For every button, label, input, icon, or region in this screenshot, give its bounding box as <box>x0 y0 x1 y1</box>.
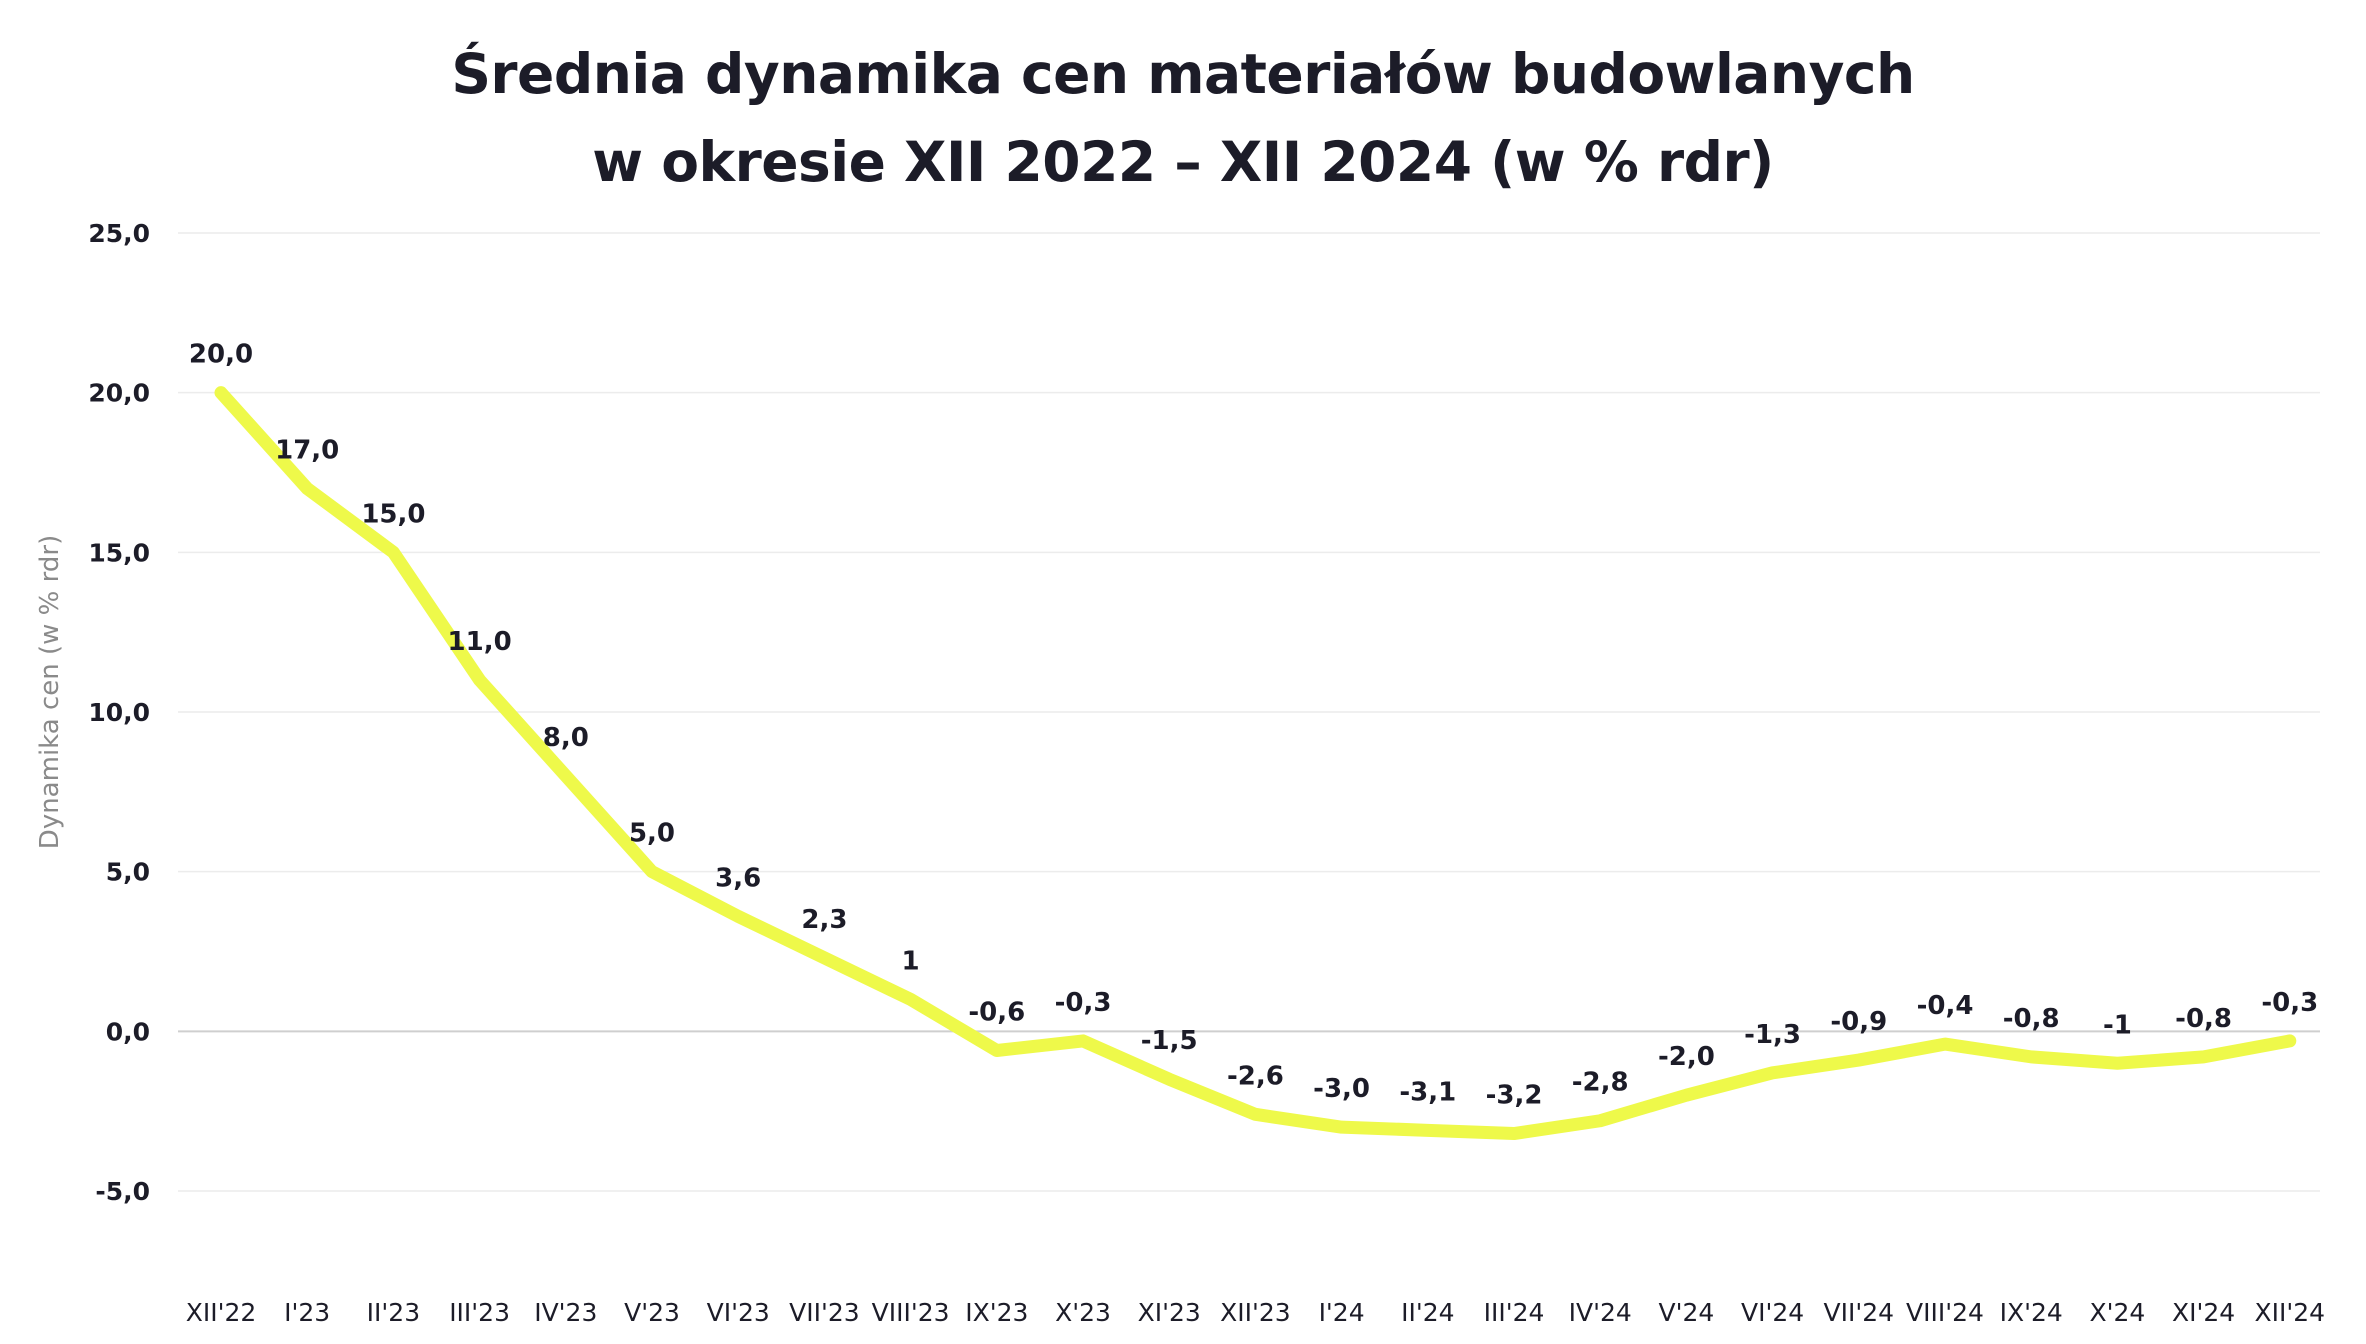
data-label: -0,8 <box>2003 1004 2060 1034</box>
x-tick-label: III'23 <box>449 1298 510 1327</box>
x-tick-label: II'23 <box>367 1298 420 1327</box>
x-tick-label: X'24 <box>2089 1298 2145 1327</box>
x-tick-label: X'23 <box>1055 1298 1111 1327</box>
x-tick-label: IX'23 <box>965 1298 1028 1327</box>
data-label: -0,6 <box>968 997 1025 1027</box>
data-label: -2,8 <box>1572 1068 1629 1098</box>
x-tick-label: VIII'23 <box>872 1298 950 1327</box>
data-label: -0,4 <box>1917 991 1974 1021</box>
x-tick-label: III'24 <box>1484 1298 1545 1327</box>
x-tick-label: VII'23 <box>789 1298 860 1327</box>
y-axis-label: Dynamika cen (w % rdr) <box>35 535 65 849</box>
series-line <box>214 386 2297 1141</box>
data-labels: 20,0 17,0 15,0 11,0 8,0 5,0 3,6 2,3 1 -0,6 -0,3 -1,… <box>189 340 2318 1111</box>
chart-title-line-1: Średnia dynamika cen materiałów budowlan… <box>451 42 1915 106</box>
data-label: -0,3 <box>1055 988 1112 1018</box>
data-label: -0,3 <box>2261 988 2318 1018</box>
chart-title-line-2: w okresie XII 2022 – XII 2024 (w % rdr) <box>592 130 1774 194</box>
data-label: 1 <box>902 946 920 976</box>
data-label: 11,0 <box>448 627 512 657</box>
x-tick-label: VII'24 <box>1824 1298 1895 1327</box>
y-tick-label: 10,0 <box>88 698 150 727</box>
x-tick-label: XI'23 <box>1138 1298 1201 1327</box>
data-label: 15,0 <box>361 499 425 529</box>
data-label: -1,5 <box>1141 1026 1198 1056</box>
x-tick-label: IX'24 <box>2000 1298 2063 1327</box>
x-tick-label: XII'23 <box>1220 1298 1291 1327</box>
data-label: 2,3 <box>801 905 847 935</box>
data-label: 8,0 <box>543 723 589 753</box>
x-tick-label: V'23 <box>624 1298 680 1327</box>
y-tick-label: 5,0 <box>106 858 150 887</box>
data-label: -0,9 <box>1830 1007 1887 1037</box>
data-label: -3,1 <box>1399 1077 1456 1107</box>
data-label: 20,0 <box>189 340 253 370</box>
data-label: -3,2 <box>1486 1081 1543 1111</box>
x-tick-label: XI'24 <box>2172 1298 2235 1327</box>
x-tick-label: XII'24 <box>2255 1298 2326 1327</box>
data-label: -1 <box>2103 1010 2132 1040</box>
data-label: 17,0 <box>275 435 339 465</box>
gridlines <box>178 232 2320 1192</box>
data-label: -1,3 <box>1744 1020 1801 1050</box>
x-tick-label: VI'23 <box>707 1298 770 1327</box>
x-axis-ticks: XII'22 I'23 II'23 III'23 IV'23 V'23 VI'23 VII'2… <box>186 1298 2325 1327</box>
data-label: -2,0 <box>1658 1042 1715 1072</box>
data-label: -2,6 <box>1227 1061 1284 1091</box>
data-label: -3,0 <box>1313 1074 1370 1104</box>
chart-title: Średnia dynamika cen materiałów budowlan… <box>0 30 2366 206</box>
data-label: 5,0 <box>629 819 675 849</box>
x-tick-label: IV'23 <box>534 1298 597 1327</box>
y-tick-label: 20,0 <box>88 379 150 408</box>
x-tick-label: V'24 <box>1659 1298 1715 1327</box>
x-tick-label: XII'22 <box>186 1298 257 1327</box>
x-tick-label: VI'24 <box>1741 1298 1804 1327</box>
y-tick-label: -5,0 <box>95 1177 150 1206</box>
x-tick-label: II'24 <box>1401 1298 1454 1327</box>
data-label: 3,6 <box>715 863 761 893</box>
x-tick-label: VIII'24 <box>1906 1298 1984 1327</box>
y-tick-label: 0,0 <box>106 1017 150 1046</box>
y-axis-ticks: 25,0 20,0 15,0 10,0 5,0 0,0 -5,0 <box>88 219 150 1206</box>
y-tick-label: 15,0 <box>88 538 150 567</box>
x-tick-label: IV'24 <box>1569 1298 1632 1327</box>
data-label: -0,8 <box>2175 1004 2232 1034</box>
series-line-group <box>214 386 2297 1141</box>
x-tick-label: I'24 <box>1319 1298 1365 1327</box>
x-tick-label: I'23 <box>284 1298 330 1327</box>
y-tick-label: 25,0 <box>88 219 150 248</box>
